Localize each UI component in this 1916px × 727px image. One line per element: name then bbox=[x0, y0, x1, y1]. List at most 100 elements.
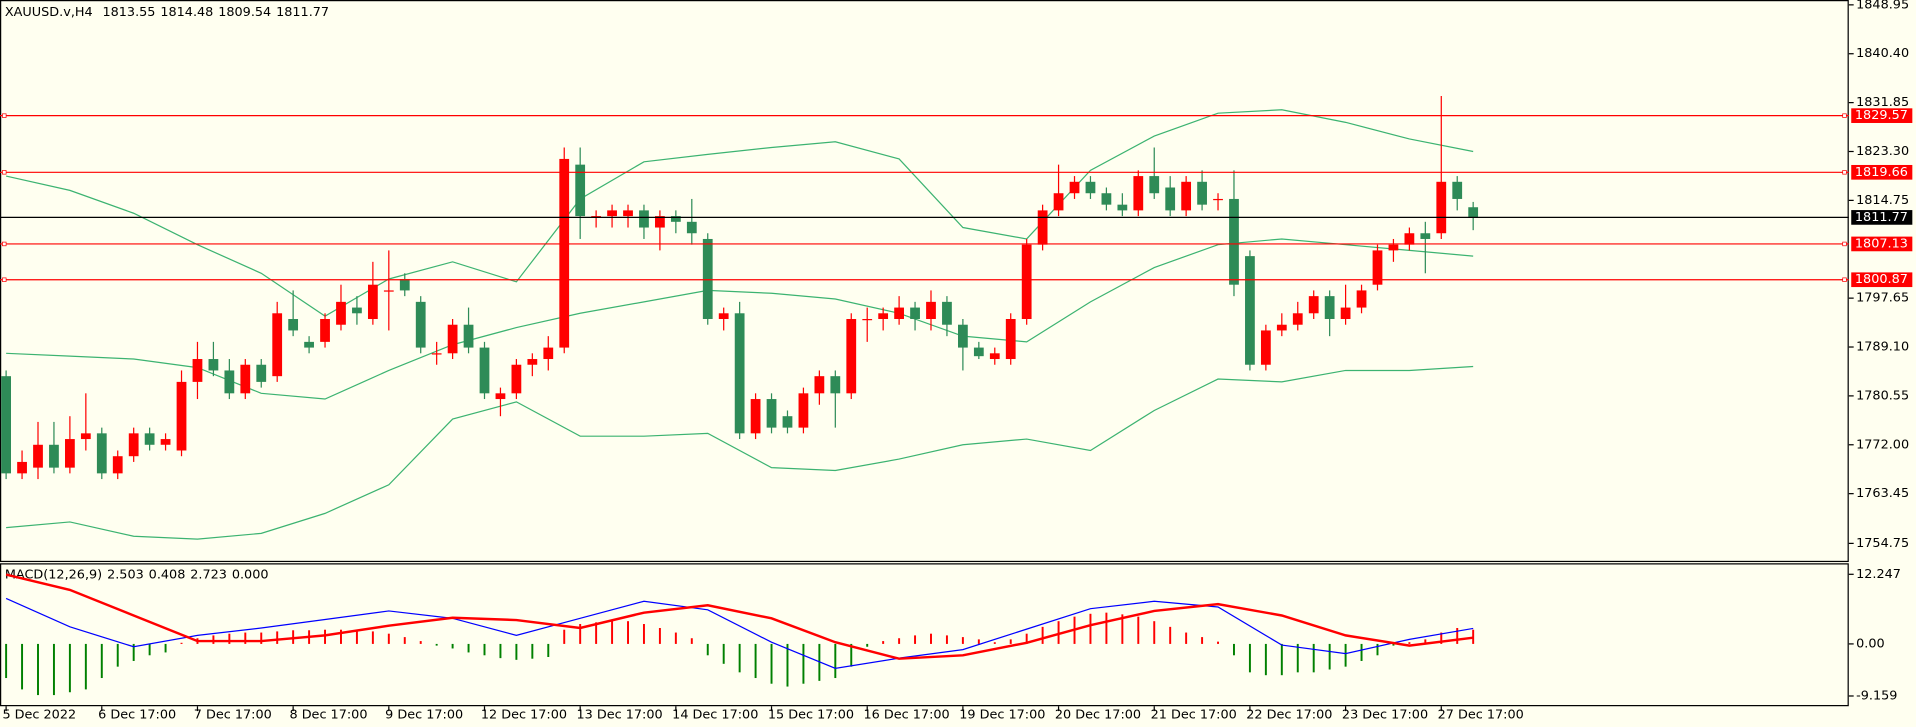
candle-body bbox=[320, 319, 330, 342]
candle-body bbox=[1436, 181, 1447, 234]
candle-body bbox=[862, 319, 873, 321]
x-tick-label: 20 Dec 17:00 bbox=[1055, 707, 1141, 722]
candle-body bbox=[639, 210, 649, 228]
candle-body bbox=[256, 364, 267, 382]
candle-body bbox=[1021, 244, 1032, 320]
macd-line bbox=[5, 573, 1474, 660]
candle-body bbox=[1101, 193, 1112, 205]
y-tick-label: 1763.45 bbox=[1856, 486, 1909, 501]
x-tick-label: 22 Dec 17:00 bbox=[1246, 707, 1332, 722]
candle-body bbox=[798, 393, 809, 428]
macd-title: MACD(12,26,9) bbox=[5, 567, 102, 582]
candle-body bbox=[1340, 307, 1351, 320]
y-tick-label: 1789.10 bbox=[1856, 340, 1909, 355]
y-tick-label: 1780.55 bbox=[1856, 388, 1909, 403]
macd-value: 2.723 bbox=[190, 567, 227, 582]
candle-body bbox=[1260, 330, 1271, 365]
candle-body bbox=[1149, 176, 1160, 194]
candle-body bbox=[670, 216, 681, 222]
candle-body bbox=[878, 313, 889, 320]
candle-body bbox=[463, 324, 474, 348]
level-label-box bbox=[1851, 236, 1913, 252]
candle-body bbox=[623, 210, 633, 217]
candle-body bbox=[655, 216, 665, 228]
candle-body bbox=[1005, 319, 1016, 360]
candle-body bbox=[49, 444, 59, 468]
level-label-box bbox=[1851, 164, 1913, 180]
level-handle bbox=[1842, 241, 1847, 247]
symbol-header: XAUUSD.v,H4 1813.55 1814.48 1809.54 1811.77 bbox=[5, 5, 329, 20]
x-tick-label: 23 Dec 17:00 bbox=[1342, 707, 1428, 722]
candle-body bbox=[192, 359, 203, 382]
level-label: 1800.87 bbox=[1855, 272, 1908, 287]
candle-body bbox=[607, 210, 617, 217]
level-label-box bbox=[1851, 108, 1913, 123]
y-tick-label: 1797.65 bbox=[1856, 291, 1909, 306]
level-handle bbox=[1842, 170, 1847, 175]
x-tick-label: 9 Dec 17:00 bbox=[385, 707, 463, 722]
ohlc-open: 1813.55 bbox=[102, 5, 155, 20]
candle-body bbox=[1181, 181, 1192, 211]
bollinger-lower bbox=[6, 365, 1474, 540]
level-label: 1829.57 bbox=[1855, 108, 1908, 123]
candle-body bbox=[272, 313, 283, 377]
candle-body bbox=[1452, 181, 1463, 199]
candle-body bbox=[1245, 256, 1255, 365]
level-label: 1807.13 bbox=[1855, 236, 1908, 251]
candle-body bbox=[479, 347, 490, 394]
candle-body bbox=[1404, 233, 1415, 245]
y-tick-label: 12.247 bbox=[1856, 567, 1901, 582]
candle-body bbox=[686, 221, 697, 234]
candle-body bbox=[1053, 193, 1064, 211]
candle-body bbox=[224, 370, 235, 394]
candle-body bbox=[495, 393, 506, 400]
candle-body bbox=[208, 359, 219, 371]
x-tick-label: 7 Dec 17:00 bbox=[194, 707, 272, 722]
candle-body bbox=[160, 439, 171, 445]
candle-body bbox=[1324, 296, 1335, 320]
candle-body bbox=[926, 301, 936, 320]
candle-body bbox=[1085, 181, 1096, 194]
candle-body bbox=[814, 376, 825, 394]
candle-body bbox=[527, 359, 538, 365]
x-tick-label: 13 Dec 17:00 bbox=[577, 707, 663, 722]
x-tick-label: 19 Dec 17:00 bbox=[959, 707, 1045, 722]
candle-body bbox=[559, 158, 570, 348]
candle-body bbox=[1308, 296, 1319, 314]
candle-body bbox=[399, 278, 410, 291]
candle-body bbox=[240, 364, 251, 394]
price-panel bbox=[0, 0, 1849, 563]
candle-body bbox=[431, 353, 442, 355]
x-tick-label: 8 Dec 17:00 bbox=[289, 707, 367, 722]
x-tick-label: 27 Dec 17:00 bbox=[1438, 707, 1524, 722]
macd-header: MACD(12,26,9) 2.503 0.408 2.723 0.000 bbox=[5, 567, 269, 582]
candle-body bbox=[1292, 313, 1303, 325]
candle-body bbox=[910, 307, 920, 320]
candle-body bbox=[447, 324, 458, 354]
level-handle bbox=[2, 277, 7, 282]
y-tick-label: 1848.95 bbox=[1856, 0, 1909, 12]
last-price-label: 1811.77 bbox=[1855, 210, 1908, 225]
level-handle bbox=[2, 113, 7, 118]
candle-body bbox=[766, 399, 777, 428]
symbol: XAUUSD.v,H4 bbox=[5, 5, 93, 20]
x-tick-label: 21 Dec 17:00 bbox=[1151, 707, 1237, 722]
candle-body bbox=[782, 416, 793, 428]
candle-body bbox=[1276, 324, 1287, 331]
candle-body bbox=[1197, 181, 1207, 205]
candle-body bbox=[1, 376, 11, 474]
candle-body bbox=[304, 341, 314, 348]
candle-body bbox=[383, 290, 394, 292]
candle-body bbox=[96, 433, 107, 474]
macd-value: 0.000 bbox=[232, 567, 269, 582]
candle-body bbox=[750, 399, 761, 434]
level-handle bbox=[2, 170, 7, 175]
candle-body bbox=[989, 353, 1000, 360]
candle-body bbox=[415, 301, 426, 348]
candle-body bbox=[591, 216, 602, 218]
x-tick-label: 5 Dec 2022 bbox=[2, 707, 76, 722]
candle-body bbox=[1117, 204, 1128, 211]
y-tick-label: 1754.75 bbox=[1856, 536, 1909, 551]
